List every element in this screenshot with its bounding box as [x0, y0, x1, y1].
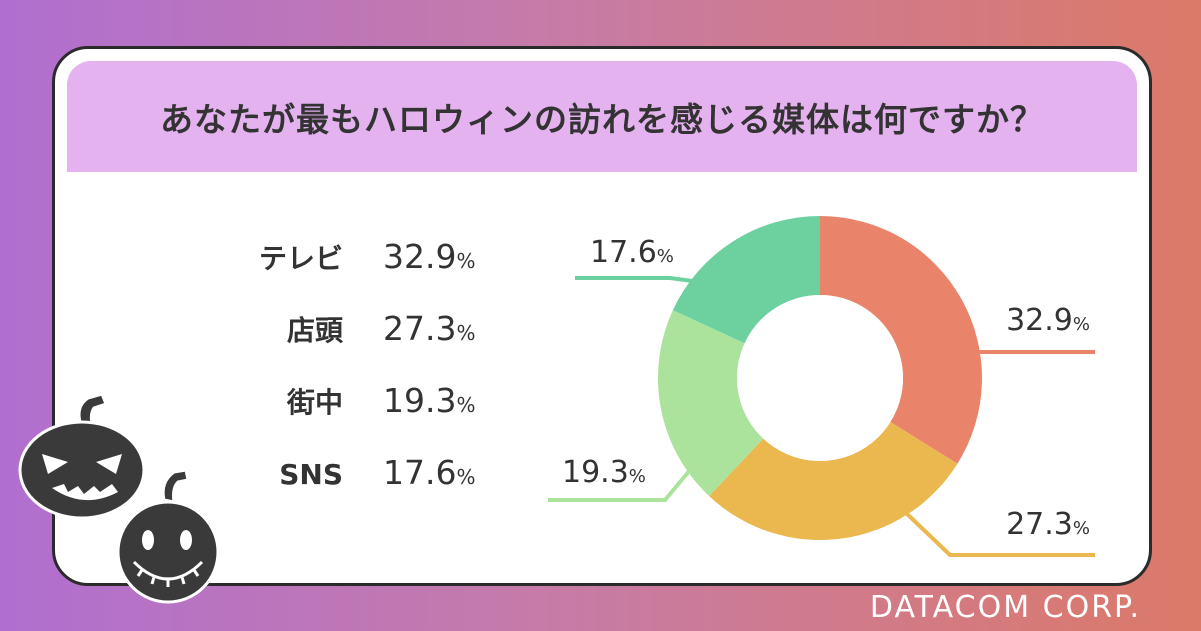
data-label: 27.3% [1006, 507, 1090, 542]
jack-o-lantern-icon [18, 392, 146, 520]
legend-row: 店頭 27.3% [225, 309, 525, 381]
legend-row: 街中 19.3% [225, 381, 525, 453]
legend-value: 32.9% [383, 237, 476, 276]
legend-value: 17.6% [383, 453, 476, 492]
title-bar: あなたが最もハロウィンの訪れを感じる媒体は何ですか？ [67, 61, 1137, 172]
donut-slice [709, 421, 958, 540]
data-label: 19.3% [562, 455, 646, 490]
leader-line [575, 276, 701, 284]
donut-slice [820, 216, 982, 464]
legend-value: 27.3% [383, 309, 476, 348]
legend-row: テレビ 32.9% [225, 237, 525, 309]
jack-o-lantern-icon [116, 468, 220, 604]
legend-label: SNS [279, 458, 343, 491]
donut-hole [737, 295, 903, 461]
legend-label: 店頭 [286, 314, 343, 347]
chart-title: あなたが最もハロウィンの訪れを感じる媒体は何ですか？ [160, 99, 1044, 139]
legend: テレビ 32.9% 店頭 27.3% 街中 19.3% SNS 17.6% [225, 237, 525, 525]
data-label: 17.6% [590, 235, 674, 270]
donut-slice [658, 310, 764, 497]
legend-label: 街中 [286, 386, 343, 419]
legend-value: 19.3% [383, 381, 476, 420]
donut-slice [672, 216, 820, 344]
leader-line [903, 510, 1095, 557]
legend-row: SNS 17.6% [225, 453, 525, 525]
brand-footer: DATACOM CORP. [869, 590, 1141, 625]
legend-label: テレビ [258, 242, 343, 275]
data-label: 32.9% [1006, 303, 1090, 338]
leader-line [548, 468, 692, 502]
